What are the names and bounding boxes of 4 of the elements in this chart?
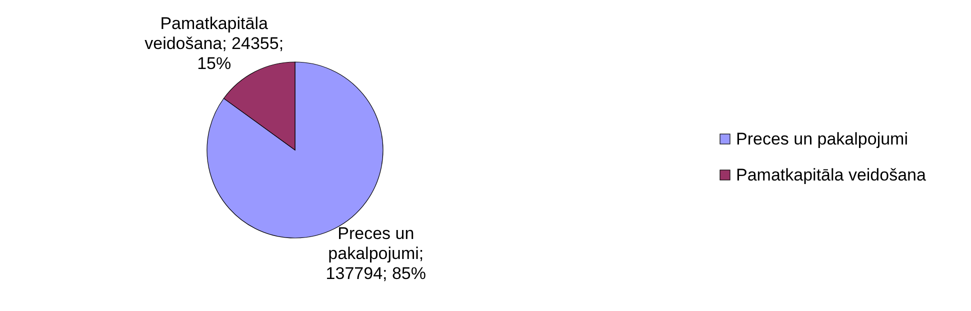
legend-label: Preces un pakalpojumi (736, 129, 908, 148)
data-label: Pamatkapitāla veidošana; 24355; 15% (144, 14, 284, 74)
legend-label: Pamatkapitāla veidošana (736, 165, 926, 184)
data-label: Preces un pakalpojumi; 137794; 85% (326, 224, 426, 284)
